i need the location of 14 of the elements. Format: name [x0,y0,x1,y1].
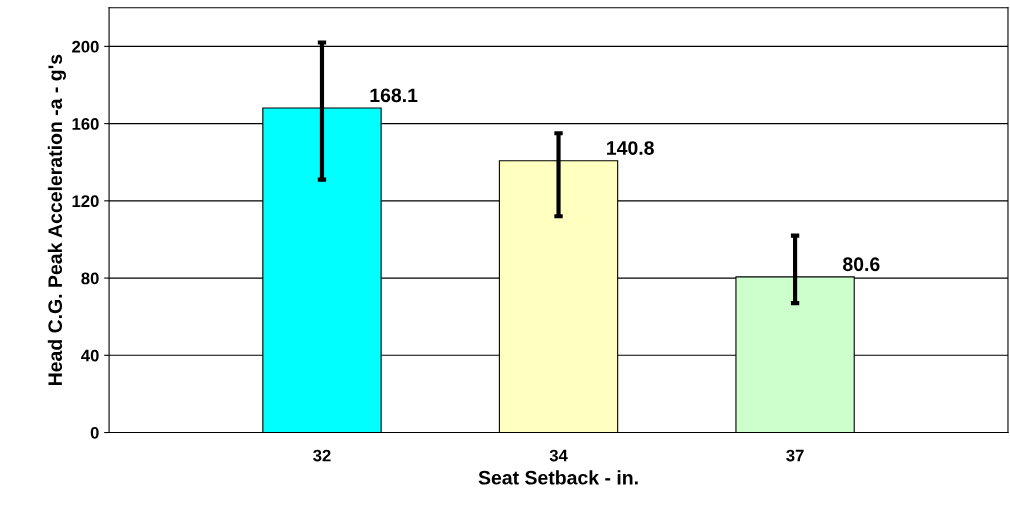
data-label: 140.8 [607,141,654,155]
x-axis-title: Seat Setback - in. [478,470,638,485]
y-axis-title: Head C.G. Peak Acceleration -a - g's [47,54,66,386]
x-tick-label: 34 [549,449,568,462]
data-label: 168.1 [370,88,418,103]
y-tick-label: 80 [81,272,99,285]
y-tick-label: 160 [72,118,99,130]
y-tick-label: 0 [90,426,99,439]
y-tick-label: 120 [72,195,99,208]
x-tick-label: 32 [313,449,331,462]
y-tick-label: 200 [72,40,99,53]
data-label: 80.6 [843,257,880,272]
x-tick-label: 37 [786,449,804,462]
y-tick-label: 40 [81,349,99,362]
